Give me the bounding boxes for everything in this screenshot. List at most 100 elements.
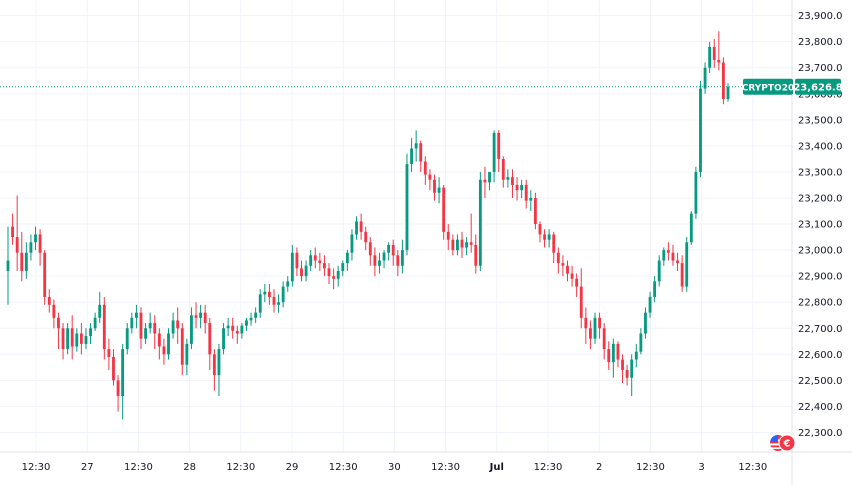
x-tick-label: 12:30 <box>636 462 665 473</box>
x-axis[interactable]: 12:30 27 12:30 28 12:30 29 12:30 30 12:30 Jul 12:3… <box>0 451 852 473</box>
x-tick-label: 27 <box>81 462 94 473</box>
candle <box>258 289 262 318</box>
candle-body <box>29 242 33 253</box>
candle <box>245 317 248 331</box>
candle-body <box>194 315 198 318</box>
y-tick-label: 23,900.0 <box>798 11 843 22</box>
y-axis[interactable]: 23,900.023,800.023,700.023,600.023,500.0… <box>791 0 843 485</box>
candle-body <box>368 242 372 256</box>
x-tick-label: 12:30 <box>738 462 767 473</box>
candle <box>29 234 33 261</box>
candle <box>680 255 684 292</box>
y-tick-label: 22,600.0 <box>798 350 843 361</box>
candle-body <box>433 179 436 193</box>
candle-body <box>474 244 478 266</box>
candle <box>267 283 271 305</box>
candles <box>6 31 730 420</box>
candle-body <box>176 320 180 329</box>
candle-body <box>125 328 129 350</box>
candle-body <box>492 132 496 172</box>
candle <box>616 341 620 368</box>
candle <box>162 338 166 365</box>
candle <box>61 323 65 360</box>
candle-body <box>249 317 253 321</box>
candle <box>515 177 519 201</box>
candle-body <box>405 164 409 251</box>
x-tick-label: 12:30 <box>534 462 563 473</box>
candle <box>226 317 230 337</box>
candle <box>703 62 707 94</box>
candle-body <box>235 330 239 334</box>
candle <box>11 213 15 245</box>
candle-body <box>70 328 74 347</box>
candle-body <box>102 304 106 350</box>
candle-body <box>694 171 698 214</box>
candle-body <box>588 328 592 339</box>
candle <box>180 323 184 376</box>
candle <box>290 244 294 287</box>
candle-body <box>112 356 115 381</box>
candle <box>341 260 345 277</box>
candle <box>167 328 170 360</box>
candle <box>506 169 510 188</box>
candle-body <box>598 317 602 329</box>
candle-body <box>355 221 358 235</box>
candle <box>373 247 377 277</box>
candle-body <box>341 263 345 271</box>
candle <box>378 252 381 274</box>
price-label: 23,626.8 <box>793 82 842 93</box>
candle <box>543 229 546 248</box>
candle <box>648 291 652 318</box>
candle-body <box>570 273 574 279</box>
candle-body <box>61 328 65 350</box>
y-tick-label: 22,800.0 <box>798 298 843 309</box>
candle <box>368 237 372 266</box>
candle-body <box>300 268 303 277</box>
y-tick-label: 23,300.0 <box>798 167 843 178</box>
candle <box>263 283 267 303</box>
candle <box>433 174 436 201</box>
candle <box>726 83 730 102</box>
candle <box>148 312 152 334</box>
candle <box>249 312 253 326</box>
candle-body <box>240 325 244 334</box>
candle <box>235 325 239 344</box>
candle-body <box>391 244 395 256</box>
candle-body <box>428 174 432 180</box>
candle-body <box>607 349 611 363</box>
candle-body <box>24 252 28 271</box>
candle-body <box>611 343 615 363</box>
candle <box>442 184 446 240</box>
candle <box>93 312 97 331</box>
candle <box>240 323 244 339</box>
candle-body <box>208 323 212 355</box>
candle <box>529 190 533 212</box>
candle <box>676 252 679 271</box>
candle <box>345 250 349 271</box>
candle <box>66 323 70 355</box>
candle <box>639 328 643 355</box>
candle <box>497 130 501 172</box>
candle <box>281 281 285 308</box>
y-tick-label: 23,100.0 <box>798 220 843 231</box>
candle <box>57 312 60 350</box>
candle-body <box>153 323 157 334</box>
candle <box>130 312 134 334</box>
candle <box>708 41 712 73</box>
candle-body <box>726 86 730 99</box>
candle <box>566 260 569 282</box>
candle <box>547 229 551 248</box>
candle-body <box>267 291 271 297</box>
candle-body <box>414 143 418 149</box>
candle <box>194 302 198 329</box>
candle-body <box>382 252 386 261</box>
candle <box>98 291 102 324</box>
candle-body <box>689 213 693 243</box>
x-tick-label: 12:30 <box>226 462 255 473</box>
candle-body <box>630 359 634 378</box>
candle <box>212 349 216 391</box>
candle-body <box>515 184 519 191</box>
candle <box>712 39 716 68</box>
candle-body <box>89 328 92 337</box>
